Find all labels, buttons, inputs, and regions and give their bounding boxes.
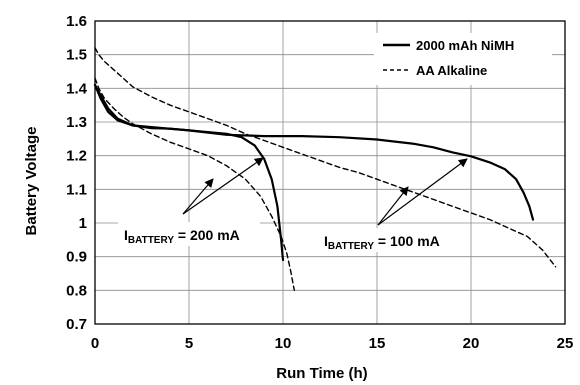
legend-label-nimh: 2000 mAh NiMH xyxy=(416,38,514,53)
annotation-200ma-background xyxy=(118,222,260,246)
annotation-100ma-suffix: = 100 mA xyxy=(374,233,440,249)
legend-background xyxy=(374,33,552,85)
y-tick-label: 1.2 xyxy=(66,148,87,165)
y-axis-title: Battery Voltage xyxy=(23,127,40,236)
annotation-100ma-background xyxy=(318,228,458,252)
x-tick-label: 20 xyxy=(463,335,480,352)
arrow-200ma-nimh xyxy=(182,157,264,215)
x-tick-label: 15 xyxy=(369,335,386,352)
x-tick-label: 0 xyxy=(91,335,99,352)
series-line-nimh-100ma xyxy=(93,83,535,221)
tick-labels: 0.7 0.8 0.9 1 1.1 1.2 1.3 1.4 1.5 1.6 0 5 10 15 20 25 xyxy=(66,13,573,352)
y-tick-label: 1.3 xyxy=(66,114,87,131)
series-line-alkaline-200ma xyxy=(94,77,295,291)
x-tick-label: 25 xyxy=(557,335,574,352)
annotation-200ma-label: IBATTERY = 200 mA xyxy=(124,227,240,246)
arrow-100ma-alkaline xyxy=(377,186,409,226)
annotation-200ma-prefix: I xyxy=(124,227,128,243)
y-tick-label: 1.6 xyxy=(66,13,87,30)
annotation-200ma: IBATTERY = 200 mA xyxy=(118,157,264,246)
annotation-200ma-subscript: BATTERY xyxy=(128,235,174,246)
x-tick-label: 5 xyxy=(185,335,193,352)
annotation-100ma: IBATTERY = 100 mA xyxy=(318,158,468,252)
y-tick-label: 0.8 xyxy=(66,282,87,299)
annotation-200ma-suffix: = 200 mA xyxy=(174,227,240,243)
x-tick-label: 10 xyxy=(275,335,292,352)
y-tick-label: 1.4 xyxy=(66,80,88,97)
series-group xyxy=(93,47,557,291)
x-axis-title: Run Time (h) xyxy=(276,365,367,382)
legend: 2000 mAh NiMH AA Alkaline xyxy=(374,33,552,85)
annotation-100ma-prefix: I xyxy=(324,233,328,249)
annotation-100ma-subscript: BATTERY xyxy=(328,241,374,252)
arrow-100ma-nimh xyxy=(377,158,468,226)
y-tick-label: 1 xyxy=(79,215,87,232)
y-tick-label: 1.5 xyxy=(66,47,87,64)
y-tick-label: 1.1 xyxy=(66,181,87,198)
arrow-200ma-alkaline xyxy=(182,178,214,215)
y-tick-label: 0.7 xyxy=(66,316,87,333)
plot-frame xyxy=(94,20,566,325)
annotation-100ma-label: IBATTERY = 100 mA xyxy=(324,233,440,252)
y-tick-label: 0.9 xyxy=(66,249,87,266)
legend-label-alkaline: AA Alkaline xyxy=(416,63,487,78)
